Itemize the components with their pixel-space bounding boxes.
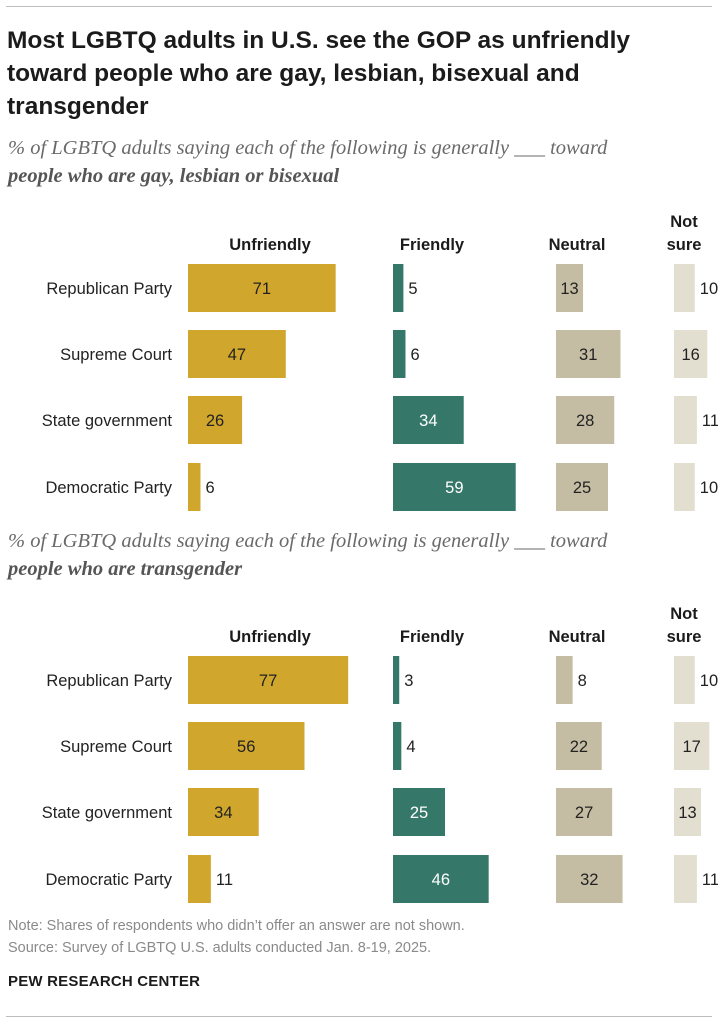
bar-not-sure-republican-party — [674, 656, 695, 704]
bar-neutral-supreme-court — [556, 722, 602, 770]
bar-not-sure-state-government — [674, 396, 697, 444]
subtitle-lead: % of LGBTQ adults saying each of the fol… — [8, 530, 608, 552]
value-label-not-sure-democratic-party: 10 — [700, 479, 718, 497]
bottom-rule — [6, 1016, 712, 1017]
value-label-friendly-state-government: 25 — [410, 804, 428, 822]
chart-transgender: Unfriendly Friendly Neutral Not sure Republic… — [42, 605, 718, 903]
value-label-unfriendly-republican-party: 71 — [253, 280, 271, 298]
bar-neutral-democratic-party — [556, 463, 608, 511]
value-label-unfriendly-supreme-court: 47 — [228, 346, 246, 364]
value-label-not-sure-state-government: 13 — [678, 804, 696, 822]
row-label-republican-party: Republican Party — [46, 672, 172, 690]
top-rule — [6, 6, 712, 7]
value-label-friendly-democratic-party: 59 — [445, 479, 463, 497]
bar-friendly-supreme-court — [393, 722, 402, 770]
column-header-not-sure-line2: sure — [667, 236, 702, 254]
bar-not-sure-supreme-court — [674, 722, 710, 770]
bar-unfriendly-republican-party — [188, 264, 336, 312]
chart-gay-lesbian-bisexual: Unfriendly Friendly Neutral Not sure Republic… — [42, 213, 718, 511]
value-label-friendly-republican-party: 3 — [404, 672, 413, 690]
value-label-neutral-state-government: 27 — [575, 804, 593, 822]
value-label-neutral-state-government: 28 — [576, 412, 594, 430]
row-label-state-government: State government — [42, 412, 173, 430]
bar-unfriendly-democratic-party — [188, 463, 201, 511]
bar-unfriendly-state-government — [188, 788, 259, 836]
value-label-friendly-supreme-court: 4 — [406, 738, 415, 756]
bar-neutral-state-government — [556, 788, 613, 836]
bar-unfriendly-republican-party — [188, 656, 349, 704]
bar-friendly-democratic-party — [393, 855, 489, 903]
value-label-neutral-democratic-party: 25 — [573, 479, 591, 497]
row-label-supreme-court: Supreme Court — [60, 738, 172, 756]
bar-unfriendly-supreme-court — [188, 722, 305, 770]
bar-friendly-state-government — [393, 396, 464, 444]
bar-unfriendly-supreme-court — [188, 330, 286, 378]
bar-friendly-republican-party — [393, 264, 404, 312]
value-label-friendly-supreme-court: 6 — [410, 346, 419, 364]
row-label-democratic-party: Democratic Party — [45, 479, 172, 497]
column-header-not-sure-line2: sure — [667, 628, 702, 646]
value-label-unfriendly-democratic-party: 11 — [216, 871, 233, 889]
value-label-neutral-supreme-court: 22 — [570, 738, 588, 756]
column-header-friendly: Friendly — [400, 628, 465, 646]
column-header-not-sure-line1: Not — [670, 213, 698, 231]
value-label-neutral-supreme-court: 31 — [579, 346, 597, 364]
bar-neutral-supreme-court — [556, 330, 621, 378]
bar-friendly-supreme-court — [393, 330, 406, 378]
subtitle-gay-lesbian-bisexual: % of LGBTQ adults saying each of the fol… — [8, 134, 708, 190]
column-header-friendly: Friendly — [400, 236, 465, 254]
bar-unfriendly-state-government — [188, 396, 243, 444]
value-label-neutral-republican-party: 13 — [560, 280, 578, 298]
value-label-not-sure-state-government: 11 — [702, 412, 718, 430]
value-label-not-sure-democratic-party: 11 — [702, 871, 718, 889]
value-label-unfriendly-republican-party: 77 — [259, 672, 277, 690]
bar-neutral-state-government — [556, 396, 615, 444]
column-header-unfriendly: Unfriendly — [229, 628, 311, 646]
subtitle-transgender: % of LGBTQ adults saying each of the fol… — [8, 527, 708, 583]
bar-not-sure-state-government — [674, 788, 702, 836]
bar-neutral-republican-party — [556, 656, 573, 704]
bar-not-sure-supreme-court — [674, 330, 708, 378]
row-label-democratic-party: Democratic Party — [45, 871, 172, 889]
note: Note: Shares of respondents who didn’t o… — [8, 918, 465, 934]
value-label-unfriendly-state-government: 34 — [214, 804, 232, 822]
bar-not-sure-democratic-party — [674, 463, 695, 511]
subtitle-bold: people who are transgender — [8, 558, 243, 580]
row-label-supreme-court: Supreme Court — [60, 346, 172, 364]
bar-neutral-republican-party — [556, 264, 584, 312]
column-header-not-sure-line1: Not — [670, 605, 698, 623]
source-note: Source: Survey of LGBTQ U.S. adults cond… — [8, 940, 432, 956]
value-label-neutral-republican-party: 8 — [578, 672, 587, 690]
bar-unfriendly-democratic-party — [188, 855, 211, 903]
value-label-unfriendly-state-government: 26 — [206, 412, 224, 430]
value-label-neutral-democratic-party: 32 — [580, 871, 598, 889]
column-header-unfriendly: Unfriendly — [229, 236, 311, 254]
value-label-friendly-state-government: 34 — [419, 412, 437, 430]
row-label-republican-party: Republican Party — [46, 280, 172, 298]
value-label-friendly-republican-party: 5 — [408, 280, 417, 298]
bar-friendly-democratic-party — [393, 463, 516, 511]
subtitle-lead: % of LGBTQ adults saying each of the fol… — [8, 137, 608, 159]
column-header-neutral: Neutral — [549, 628, 606, 646]
value-label-not-sure-supreme-court: 16 — [681, 346, 699, 364]
value-label-not-sure-republican-party: 10 — [700, 280, 718, 298]
column-header-neutral: Neutral — [549, 236, 606, 254]
brand-logo-text: PEW RESEARCH CENTER — [8, 973, 201, 990]
subtitle-bold: people who are gay, lesbian or bisexual — [8, 165, 340, 187]
bar-friendly-state-government — [393, 788, 445, 836]
value-label-not-sure-republican-party: 10 — [700, 672, 718, 690]
value-label-not-sure-supreme-court: 17 — [683, 738, 701, 756]
value-label-unfriendly-supreme-court: 56 — [237, 738, 255, 756]
bar-not-sure-republican-party — [674, 264, 695, 312]
bar-friendly-republican-party — [393, 656, 400, 704]
bar-neutral-democratic-party — [556, 855, 623, 903]
value-label-unfriendly-democratic-party: 6 — [205, 479, 214, 497]
row-label-state-government: State government — [42, 804, 173, 822]
value-label-friendly-democratic-party: 46 — [432, 871, 450, 889]
chart-title: Most LGBTQ adults in U.S. see the GOP as… — [7, 27, 631, 120]
bar-not-sure-democratic-party — [674, 855, 697, 903]
